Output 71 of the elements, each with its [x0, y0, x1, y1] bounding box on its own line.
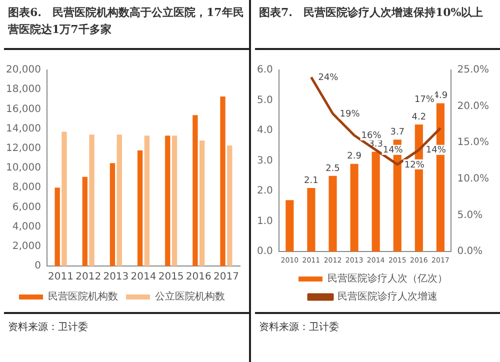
- data-label: 12%: [404, 160, 425, 170]
- bar: [172, 136, 178, 266]
- data-label: 19%: [340, 109, 360, 120]
- legend-label: 民营医院诊疗人次增速: [338, 290, 438, 303]
- y-tick-label: 1.0: [256, 216, 273, 227]
- bar: [200, 140, 205, 266]
- x-tick-label: 2013: [103, 272, 129, 283]
- bar: [350, 164, 358, 252]
- chart-title: 图表7. 民营医院诊疗人次增速保持10%以上: [255, 0, 500, 50]
- y-tick-label: 0: [34, 260, 41, 272]
- text: 资料来源：卫计委: [259, 320, 340, 334]
- legend-label: 公立医院机构数: [155, 290, 225, 303]
- bar: [328, 176, 337, 252]
- y-tick-label: 12,000: [6, 142, 41, 154]
- data-label: 3.7: [390, 127, 405, 138]
- y-tick-label: 4.0: [256, 125, 273, 136]
- y-tick-label: 6.0: [256, 64, 273, 76]
- data-label: 16%: [361, 131, 382, 142]
- y2-tick-label: 0.0%: [457, 246, 483, 258]
- x-tick-label: 2012: [76, 272, 102, 283]
- y-tick-label: 18,000: [6, 84, 41, 96]
- text: 资料来源：卫计委: [8, 320, 89, 334]
- data-label: 14%: [426, 146, 446, 156]
- y-tick-label: 14,000: [6, 123, 41, 134]
- bar: [144, 136, 150, 266]
- bar: [82, 176, 88, 266]
- y-tick-label: 16,000: [6, 104, 41, 115]
- chart-title: 图表6. 民营医院机构数高于公立医院，17年民营医院达1万7千多家: [4, 0, 249, 50]
- y2-tick-label: 25.0%: [457, 64, 490, 76]
- x-tick-label: 2014: [130, 272, 156, 283]
- data-label: 17%: [414, 94, 435, 105]
- y-tick-label: 0.0: [256, 246, 273, 258]
- y2-tick-label: 20.0%: [457, 100, 490, 112]
- y-tick-label: 2.0: [256, 186, 273, 197]
- data-label: 3.3: [368, 140, 384, 150]
- bar: [137, 150, 143, 266]
- y-tick-label: 20,000: [6, 64, 41, 76]
- bar: [227, 145, 232, 266]
- y-tick-label: 3.0: [256, 155, 273, 166]
- data-label: 2.1: [304, 176, 318, 186]
- bar: [110, 163, 116, 266]
- data-label: 14%: [382, 146, 404, 156]
- bar: [372, 152, 380, 252]
- y-tick-label: 2,000: [12, 240, 41, 252]
- y-tick-label: 5.0: [256, 94, 273, 106]
- legend-label: 民营医院诊疗人次（亿次）: [328, 272, 448, 285]
- bar: [54, 188, 60, 266]
- bar: [220, 96, 226, 266]
- y-tick-label: 6,000: [12, 202, 41, 213]
- x-tick-label: 2017: [213, 272, 239, 283]
- bar: [307, 188, 316, 252]
- x-tick-label: 2011: [48, 272, 74, 283]
- data-label: 24%: [318, 73, 339, 84]
- y2-tick-label: 5.0%: [457, 210, 483, 221]
- y2-tick-label: 15.0%: [457, 137, 490, 148]
- y-tick-label: 8,000: [12, 182, 41, 194]
- data-label: 4.2: [412, 112, 426, 122]
- bar: [62, 132, 67, 266]
- data-label: 2.9: [347, 152, 362, 162]
- y2-tick-label: 10.0%: [457, 174, 490, 185]
- x-tick-label: 2015: [158, 272, 184, 283]
- legend-label: 民营医院机构数: [48, 290, 118, 303]
- data-label: 2.5: [326, 164, 340, 174]
- bar: [165, 136, 170, 266]
- x-tick-label: 2016: [186, 272, 212, 283]
- bar: [116, 134, 122, 266]
- bar: [286, 200, 294, 252]
- bar: [192, 115, 198, 266]
- y-tick-label: 4,000: [12, 221, 41, 232]
- bar: [89, 134, 94, 266]
- y-tick-label: 10,000: [6, 162, 41, 174]
